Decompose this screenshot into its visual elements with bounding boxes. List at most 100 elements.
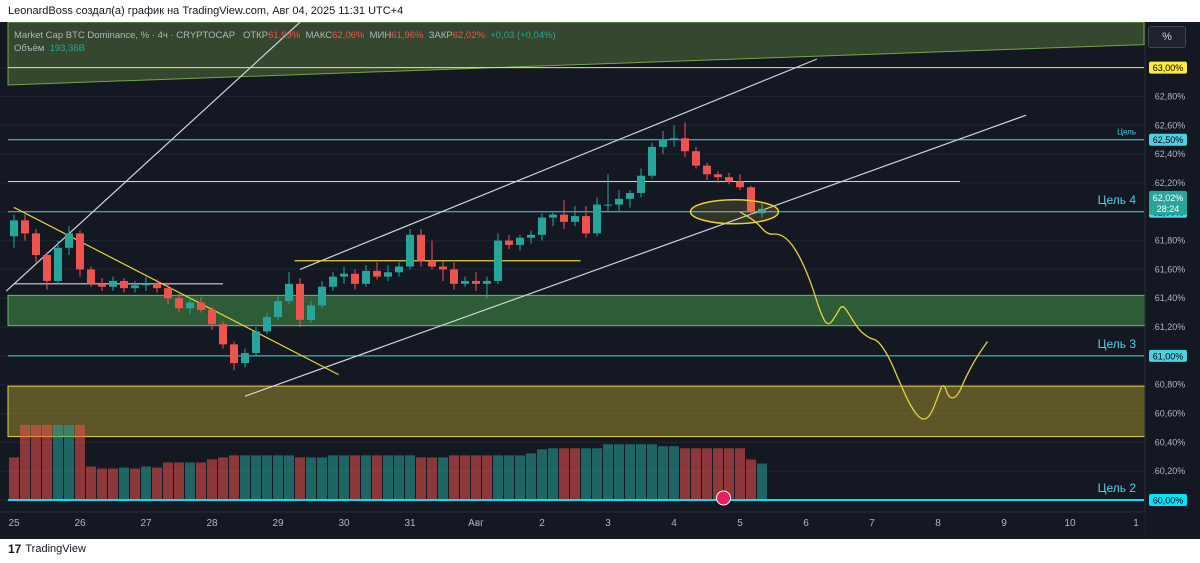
x-tick-label: 31 xyxy=(404,518,416,529)
candle-body xyxy=(131,285,139,289)
candle-body xyxy=(384,272,392,277)
volume-bar xyxy=(64,424,74,500)
y-tick-label: 60,20% xyxy=(1155,466,1186,476)
candle xyxy=(296,278,304,328)
x-tick-label: 10 xyxy=(1064,518,1076,529)
volume-bar xyxy=(75,424,85,500)
candle xyxy=(131,280,139,293)
candle-body xyxy=(54,247,62,281)
volume-bar xyxy=(130,468,140,500)
candle xyxy=(395,262,403,277)
volume-bar xyxy=(471,455,481,500)
candle xyxy=(164,283,172,304)
candle xyxy=(670,125,678,147)
chart-canvas[interactable]: Цель Цель 4 Цель 3 Цель 2 63,00% 62,80% 62,60%… xyxy=(0,22,1200,539)
candle-body xyxy=(582,216,590,234)
volume-bar xyxy=(306,457,316,500)
candle xyxy=(593,197,601,237)
candle-body xyxy=(98,283,106,287)
volume-bar xyxy=(119,467,129,500)
candle-body xyxy=(329,276,337,287)
volume-bar xyxy=(339,455,349,500)
volume-bar xyxy=(603,444,613,500)
high-label: МАКС xyxy=(305,30,333,41)
candle-body xyxy=(373,270,381,277)
volume-bar xyxy=(493,455,503,500)
candle-body xyxy=(65,233,73,248)
candle xyxy=(703,162,711,181)
candle xyxy=(252,327,260,356)
candle-body xyxy=(571,216,579,222)
volume-bar xyxy=(152,467,162,500)
candle xyxy=(483,276,491,299)
level-caption: Цель xyxy=(1117,128,1136,137)
candle-body xyxy=(142,283,150,286)
y-tick-label: 60,40% xyxy=(1155,437,1186,447)
candle xyxy=(318,280,326,309)
volume-bar xyxy=(218,457,228,500)
candle-body xyxy=(230,344,238,364)
candle xyxy=(516,234,524,251)
candle xyxy=(439,260,447,281)
volume-bar xyxy=(449,455,459,500)
volume-bar xyxy=(416,457,426,500)
price-badge-value: 62,02% xyxy=(1153,193,1184,203)
candle xyxy=(648,142,656,179)
brand-label: TradingView xyxy=(25,543,86,555)
candle xyxy=(714,171,722,183)
percent-scale-button[interactable]: % xyxy=(1148,26,1186,48)
candle-body xyxy=(175,298,183,309)
candle xyxy=(65,226,73,255)
volume-bar xyxy=(405,455,415,500)
y-tick-label: 62,60% xyxy=(1155,120,1186,130)
volume-bar xyxy=(724,448,734,500)
x-tick-label: 7 xyxy=(869,518,875,529)
volume-bar xyxy=(240,455,250,500)
level-badge-text: 60,00% xyxy=(1153,496,1184,506)
volume-bar xyxy=(625,444,635,500)
volume-bar xyxy=(713,448,723,500)
level-badge-text: 63,00% xyxy=(1153,63,1184,73)
candle-body xyxy=(120,280,128,289)
volume-bar xyxy=(273,455,283,500)
volume-bar xyxy=(383,455,393,500)
candle xyxy=(615,190,623,212)
candle xyxy=(54,240,62,284)
candle-body xyxy=(208,309,216,325)
volume-bar xyxy=(108,468,118,500)
level-badge xyxy=(1149,349,1187,362)
candle xyxy=(120,278,128,293)
candle-body xyxy=(637,175,645,194)
low-label: МИН xyxy=(369,30,392,41)
candle xyxy=(230,341,238,371)
y-tick-label: 62,20% xyxy=(1155,178,1186,188)
x-tick-label: 27 xyxy=(140,518,152,529)
candle-body xyxy=(758,208,766,214)
volume-bar xyxy=(691,448,701,500)
candle xyxy=(274,295,282,320)
volume-bar xyxy=(647,444,657,500)
volume-bar xyxy=(658,446,668,500)
volume-bar xyxy=(174,462,184,500)
candle xyxy=(43,252,51,290)
volume-bar xyxy=(141,466,151,500)
level-caption: Цель 4 xyxy=(1098,193,1137,207)
volume-bar xyxy=(702,448,712,500)
candle-body xyxy=(703,165,711,175)
candle xyxy=(32,229,40,263)
level-caption: Цель 3 xyxy=(1098,337,1137,351)
volume-value: 193,36B xyxy=(49,43,85,54)
footer: 17 TradingView xyxy=(8,542,86,556)
x-tick-label: 9 xyxy=(1001,518,1007,529)
volume-legend: Объём 193,36B xyxy=(14,43,85,54)
upper-channel-line xyxy=(299,58,818,270)
candle xyxy=(560,200,568,230)
volume-bar xyxy=(559,448,569,500)
candle-body xyxy=(285,283,293,302)
open-value: 61,99% xyxy=(268,30,301,41)
level-badge xyxy=(1149,133,1187,146)
volume-bar xyxy=(9,457,19,500)
candle-body xyxy=(21,220,29,234)
chart-area[interactable]: Цель Цель 4 Цель 3 Цель 2 63,00% 62,80% 62,60%… xyxy=(0,22,1200,539)
